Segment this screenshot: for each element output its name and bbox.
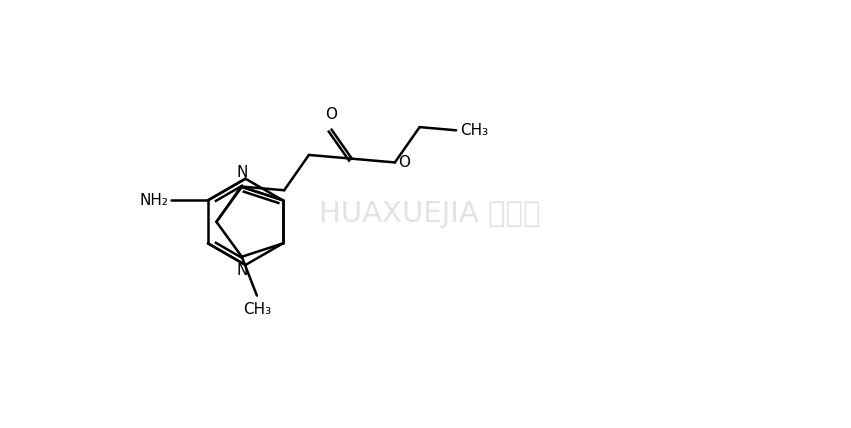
Text: N: N (236, 263, 248, 278)
Text: HUAXUEJIA 化学加: HUAXUEJIA 化学加 (319, 200, 540, 228)
Text: CH₃: CH₃ (460, 123, 488, 138)
Text: N: N (236, 165, 248, 180)
Text: O: O (326, 107, 338, 122)
Text: CH₃: CH₃ (243, 303, 271, 318)
Text: NH₂: NH₂ (140, 193, 168, 208)
Text: O: O (397, 155, 410, 170)
